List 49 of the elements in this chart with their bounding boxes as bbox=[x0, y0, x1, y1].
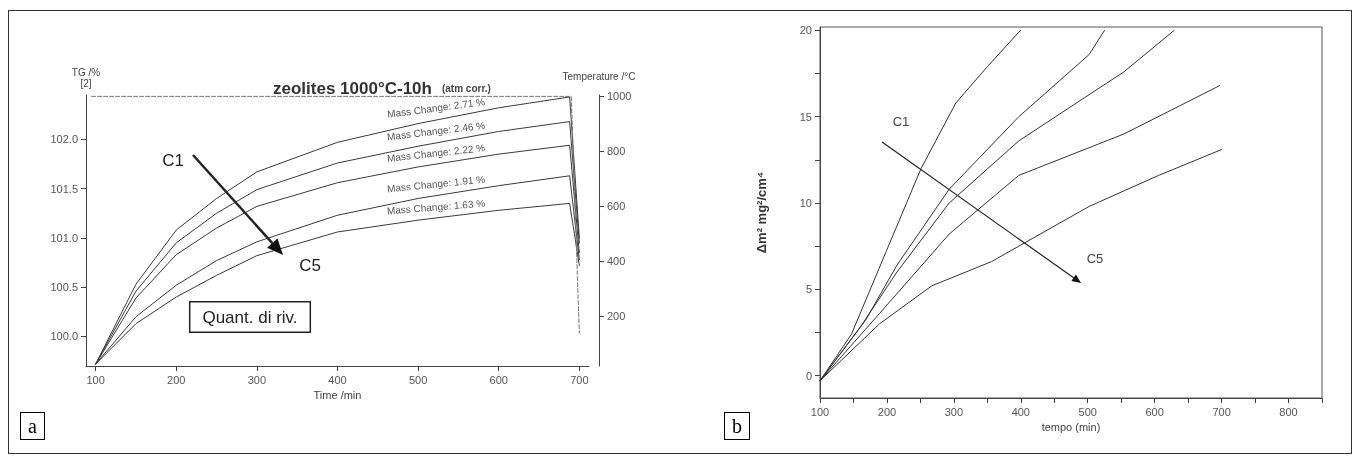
y-tick-label: 101.5 bbox=[50, 182, 78, 195]
x-tick-label: 500 bbox=[408, 373, 428, 386]
annotation: C1 bbox=[162, 150, 184, 170]
y-tick-label: 5 bbox=[805, 283, 812, 296]
annotation: C5 bbox=[299, 255, 321, 275]
x-tick-label: 700 bbox=[1212, 405, 1231, 418]
x-tick-label: 200 bbox=[877, 405, 897, 418]
y2-tick-label: 1000 bbox=[607, 90, 632, 103]
annotation: Mass Change: 2.46 % bbox=[386, 119, 486, 143]
x-tick-label: 400 bbox=[328, 373, 347, 386]
x-axis-title: Time /min bbox=[313, 389, 362, 402]
chart-title: zeolites 1000°C-10h bbox=[273, 78, 432, 98]
y-axis-title: TG /% [2] bbox=[71, 67, 101, 89]
y-tick-label: 20 bbox=[799, 24, 812, 37]
annotation: Quant. di riv. bbox=[202, 307, 298, 327]
y2-tick-label: 600 bbox=[607, 200, 626, 213]
annotation: C5 bbox=[1086, 250, 1104, 266]
annotation: C1 bbox=[892, 113, 910, 129]
x-tick-label: 300 bbox=[247, 373, 267, 386]
annotation: Mass Change: 2.71 % bbox=[386, 96, 486, 120]
x-tick-label: 100 bbox=[86, 373, 105, 386]
x-tick-label: 600 bbox=[489, 373, 508, 386]
x-tick-label: 100 bbox=[810, 405, 830, 418]
y2-tick-label: 800 bbox=[607, 145, 626, 158]
y-tick-label: 101.0 bbox=[50, 231, 78, 244]
y2-axis-title: Temperature /°C bbox=[562, 70, 636, 82]
x-tick-label: 800 bbox=[1279, 405, 1298, 418]
y-tick-label: 10 bbox=[799, 197, 812, 210]
y-tick-label: 0 bbox=[805, 369, 812, 382]
x-tick-label: 300 bbox=[944, 405, 964, 418]
x-tick-label: 200 bbox=[167, 373, 186, 386]
y2-tick-label: 400 bbox=[607, 255, 626, 268]
annotation: Mass Change: 1.63 % bbox=[386, 197, 486, 217]
y-tick-label: 15 bbox=[799, 110, 812, 123]
y2-tick-label: 200 bbox=[607, 310, 626, 323]
x-tick-label: 400 bbox=[1011, 405, 1030, 418]
x-tick-label: 500 bbox=[1078, 405, 1097, 418]
text: b bbox=[724, 412, 750, 440]
x-axis-title: tempo (min) bbox=[1041, 421, 1101, 434]
y-tick-label: 100.5 bbox=[50, 281, 78, 294]
x-tick-label: 700 bbox=[570, 373, 589, 386]
y-tick-label: 102.0 bbox=[50, 133, 78, 146]
chart-subtitle: (atm corr.) bbox=[441, 82, 491, 94]
y-axis-title: Δm² mg²/cm⁴ bbox=[754, 171, 769, 254]
annotation: Mass Change: 1.91 % bbox=[386, 173, 486, 195]
text: a bbox=[20, 412, 45, 440]
x-tick-label: 600 bbox=[1145, 405, 1164, 418]
y-tick-label: 100.0 bbox=[50, 330, 78, 343]
annotation: Mass Change: 2.22 % bbox=[386, 142, 486, 164]
